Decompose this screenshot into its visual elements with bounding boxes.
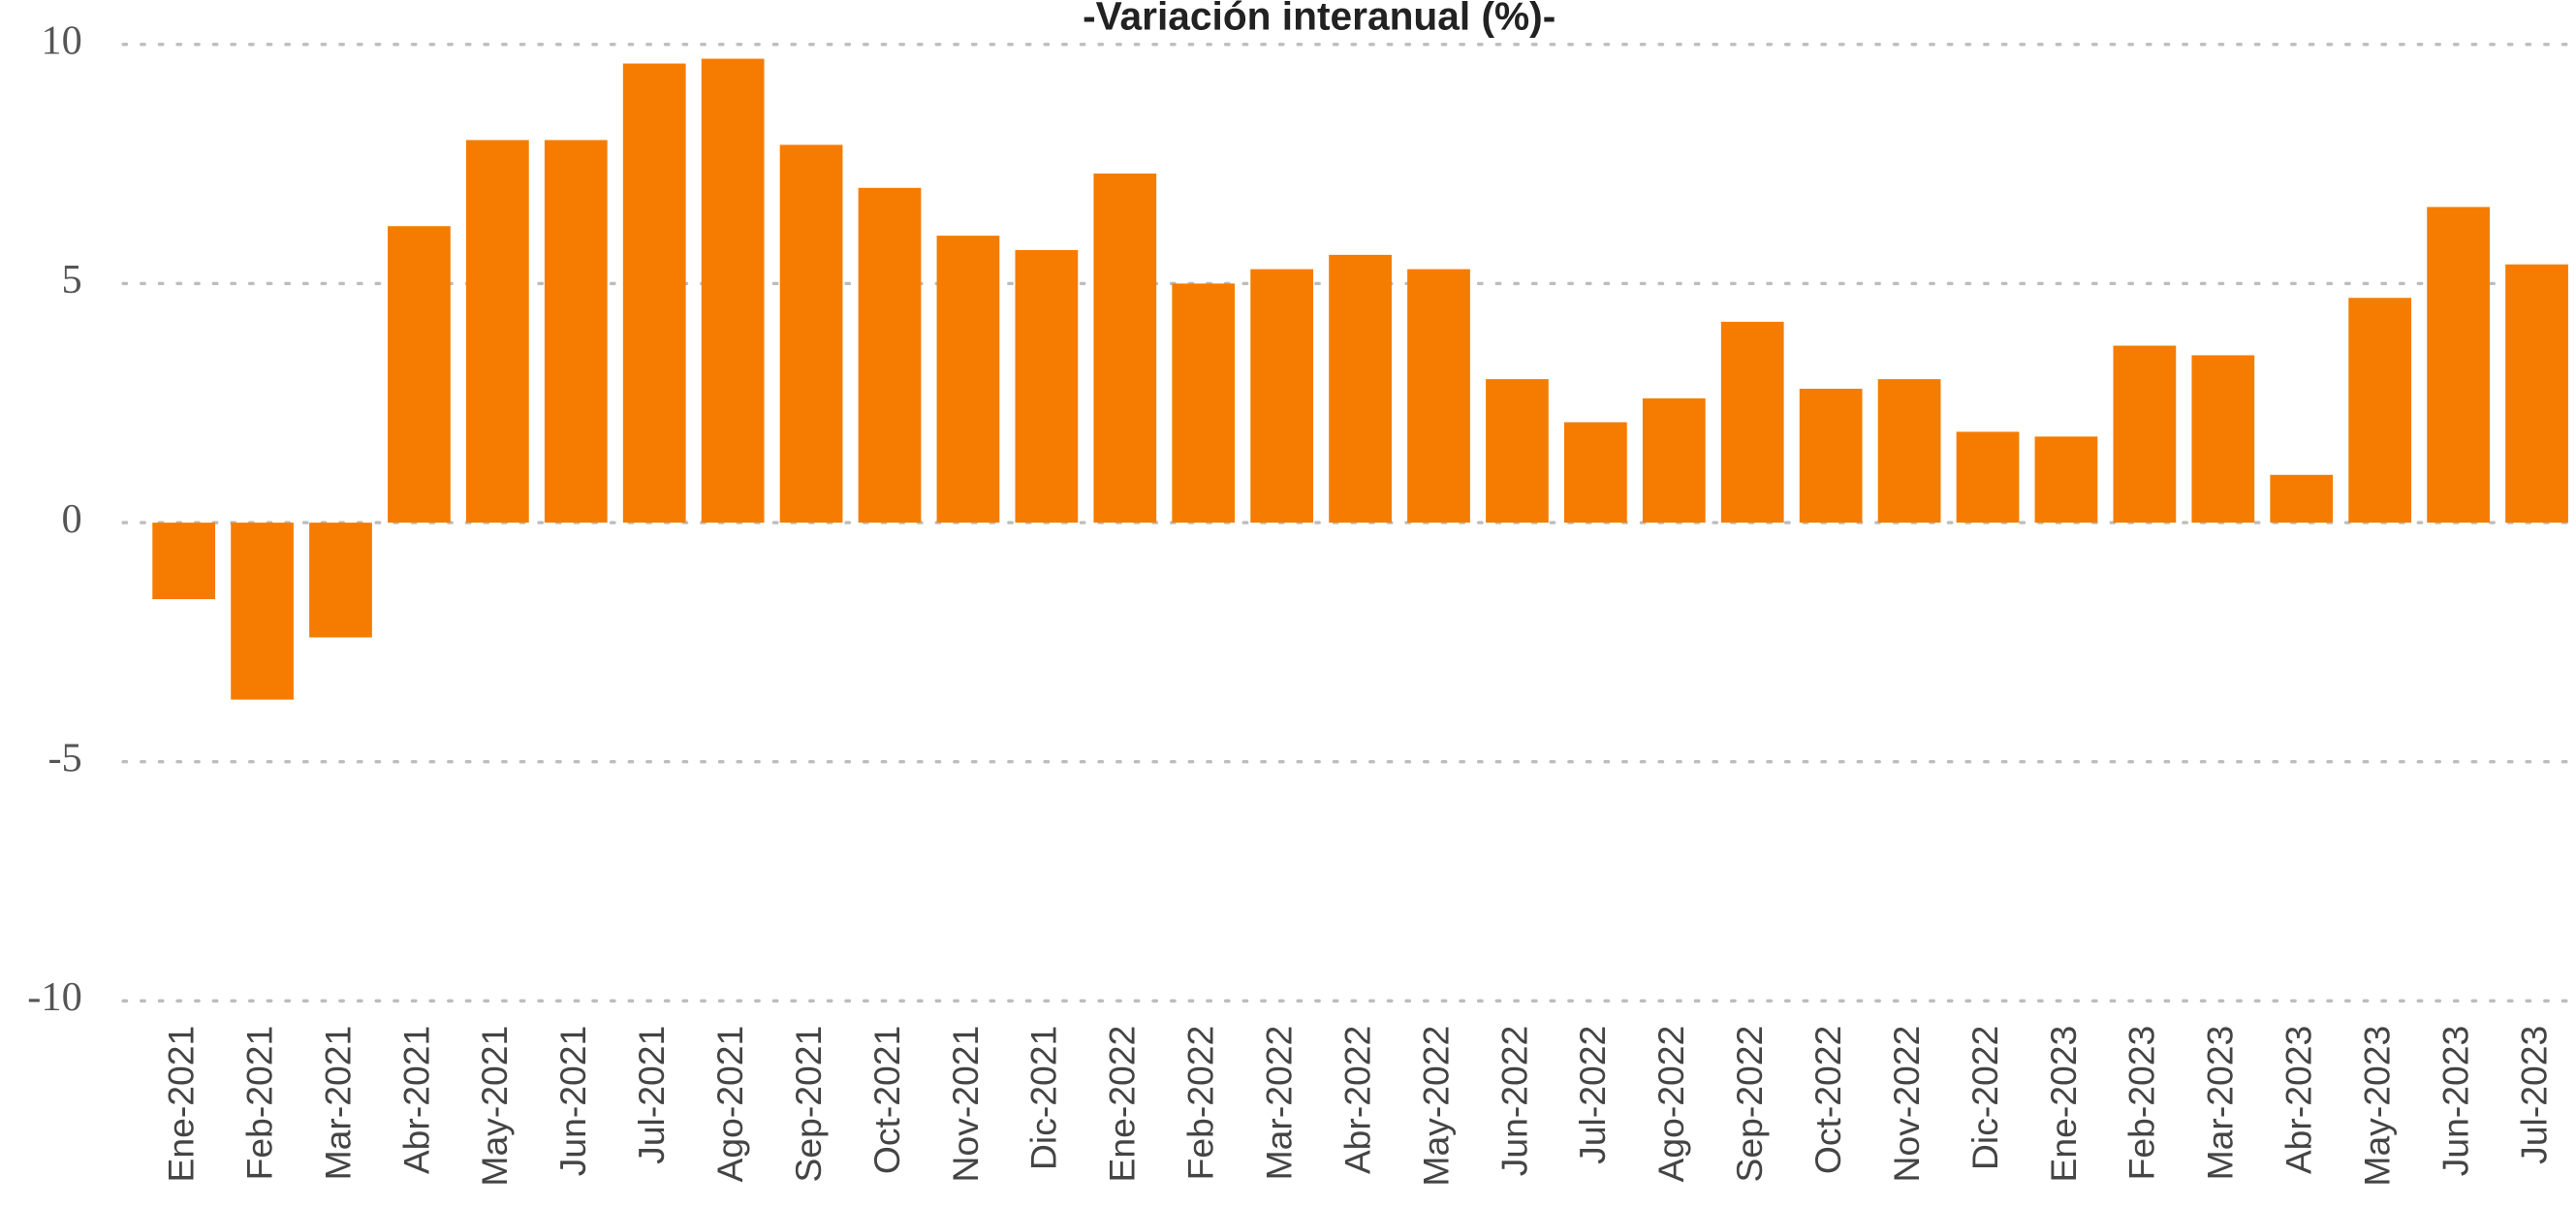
bar [1564, 422, 1627, 524]
x-tick-label: Feb-2021 [238, 1026, 279, 1181]
x-tick-label: Mar-2022 [1259, 1026, 1300, 1181]
x-tick-label: Abr-2023 [2278, 1026, 2319, 1174]
x-tick-label: Oct-2021 [866, 1026, 907, 1174]
y-tick-label: 0 [62, 496, 82, 542]
bar [1093, 173, 1157, 524]
x-tick-label: Oct-2022 [1807, 1026, 1848, 1174]
y-tick-label: 10 [41, 18, 81, 64]
x-tick-label: Feb-2022 [1180, 1026, 1221, 1181]
bar [152, 523, 216, 600]
chart-title: -Variación interanual (%)- [1083, 0, 1555, 39]
bar [2427, 207, 2490, 524]
y-tick-label: -10 [27, 974, 81, 1020]
x-tick-label: May-2023 [2357, 1026, 2398, 1187]
x-tick-label: Ene-2021 [160, 1026, 201, 1183]
bar [231, 523, 294, 700]
x-tick-label: Abr-2022 [1336, 1026, 1377, 1174]
x-tick-label: May-2021 [474, 1026, 515, 1187]
bar [388, 226, 451, 524]
bar [1877, 379, 1941, 524]
x-tick-label: Mar-2023 [2200, 1026, 2241, 1181]
bar [1250, 269, 1314, 524]
y-tick-label: 5 [62, 257, 82, 302]
bar [936, 236, 1000, 524]
x-tick-label: Nov-2021 [945, 1026, 986, 1183]
x-tick-label: Dic-2021 [1023, 1026, 1064, 1170]
y-tick-label: -5 [47, 735, 81, 780]
x-tick-label: Jun-2022 [1493, 1026, 1534, 1176]
bar [1486, 379, 1549, 524]
bar [544, 140, 608, 524]
x-tick-label: Dic-2022 [1964, 1026, 2005, 1170]
bar [1956, 431, 2020, 524]
bar [701, 58, 765, 524]
bar [858, 187, 922, 524]
bar [309, 523, 372, 638]
bar [2348, 298, 2412, 524]
x-tick-label: Mar-2021 [317, 1026, 358, 1181]
bar [1407, 269, 1470, 524]
bar [1015, 249, 1079, 524]
x-tick-label: May-2022 [1415, 1026, 1456, 1187]
x-tick-label: Jul-2022 [1572, 1026, 1613, 1164]
bar [2191, 355, 2255, 524]
bar [1642, 397, 1706, 524]
bar [1172, 283, 1236, 524]
x-tick-label: Sep-2022 [1729, 1026, 1770, 1183]
x-tick-label: Ago-2022 [1650, 1026, 1691, 1183]
x-tick-label: Nov-2022 [1886, 1026, 1927, 1183]
bar [1720, 321, 1784, 524]
bar [2270, 474, 2334, 524]
x-tick-label: Jul-2023 [2513, 1026, 2554, 1164]
x-tick-label: Ago-2021 [709, 1026, 750, 1183]
bar [2505, 264, 2568, 524]
bar [1329, 254, 1392, 524]
bar [465, 140, 529, 524]
x-tick-label: Sep-2021 [788, 1026, 829, 1183]
x-tick-label: Ene-2022 [1102, 1026, 1143, 1183]
x-tick-label: Abr-2021 [395, 1026, 436, 1174]
bar [622, 63, 686, 524]
bar [2034, 436, 2098, 524]
x-tick-label: Feb-2023 [2121, 1026, 2162, 1181]
x-tick-label: Jul-2021 [631, 1026, 672, 1164]
x-tick-label: Jun-2023 [2435, 1026, 2475, 1176]
bar [2113, 345, 2177, 524]
x-tick-label: Ene-2023 [2043, 1026, 2084, 1183]
x-tick-label: Jun-2021 [552, 1026, 593, 1176]
bar [779, 144, 843, 524]
bar [1799, 388, 1863, 524]
